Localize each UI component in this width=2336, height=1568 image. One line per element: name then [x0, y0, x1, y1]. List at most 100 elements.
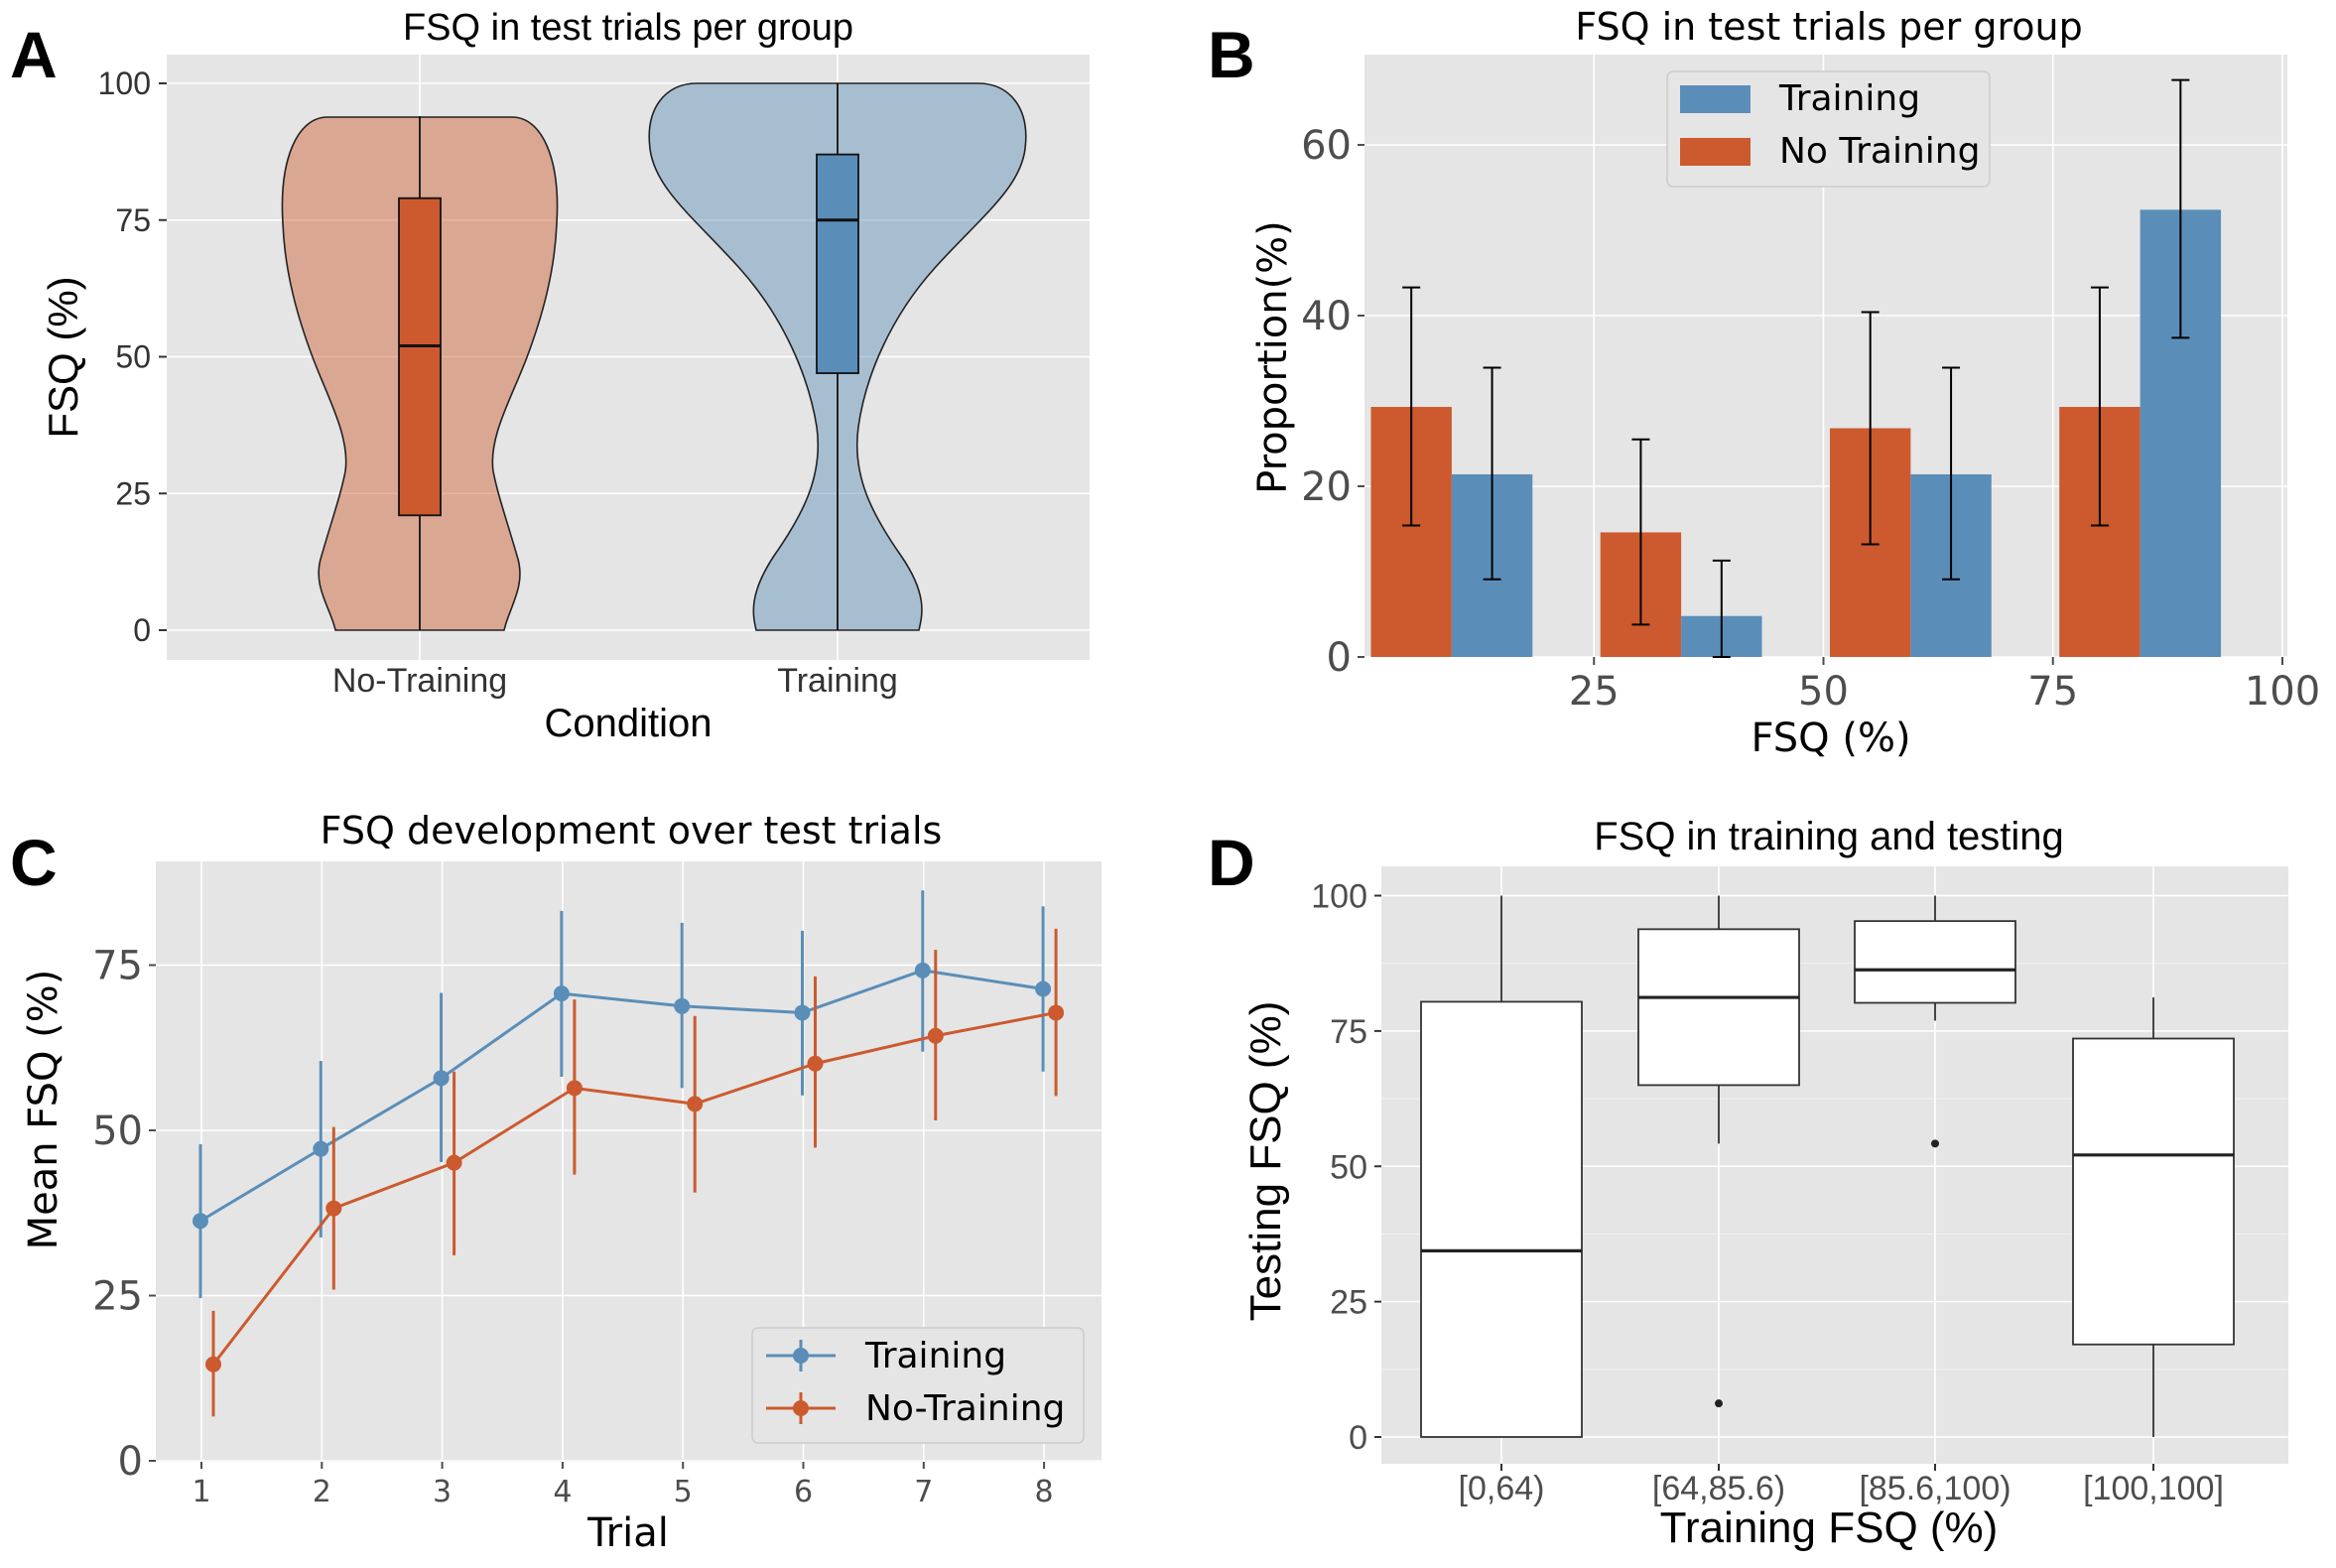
y-tick-label: 0: [1327, 635, 1352, 681]
y-tick-label: 0: [1349, 1419, 1367, 1457]
x-tick-label: 7: [914, 1475, 933, 1509]
y-tick-label: 25: [92, 1274, 143, 1320]
y-tick-label: 50: [115, 339, 151, 375]
chart-d-ylabel: Testing FSQ (%): [1241, 1001, 1290, 1322]
x-tick-label: 75: [2027, 669, 2078, 715]
x-tick-label: 50: [1798, 669, 1849, 715]
data-point: [687, 1096, 704, 1112]
y-tick-label: 0: [133, 612, 151, 648]
chart-a-boxes: [398, 83, 859, 630]
x-tick-label: 2: [313, 1475, 331, 1509]
data-point: [433, 1070, 450, 1087]
y-tick-label: 50: [92, 1109, 143, 1154]
chart-a-category-label: No-Training: [332, 662, 507, 700]
chart-c-legend: Training No-Training: [751, 1327, 1085, 1444]
chart-d-boxes: [1420, 895, 2235, 1438]
legend-swatch-no-training: [1680, 138, 1751, 166]
panel-d: D FSQ in training and testing 0 25 50 75 100…: [1208, 815, 2288, 1552]
x-tick-label: [0,64): [1459, 1470, 1545, 1507]
y-tick-label: 75: [92, 944, 143, 989]
x-tick-label: 6: [794, 1475, 813, 1509]
chart-b-title: FSQ in test trials per group: [1575, 5, 2082, 49]
legend-marker-no-training: [793, 1400, 809, 1416]
legend-label-training: Training: [1778, 78, 1920, 119]
box-iqr: [2072, 1037, 2235, 1346]
box-iqr: [1420, 1000, 1583, 1438]
series-line: [199, 969, 1044, 1223]
chart-b-xlabel: FSQ (%): [1751, 716, 1910, 761]
data-point: [566, 1080, 583, 1097]
legend-label-training: Training: [864, 1336, 1006, 1376]
data-point: [914, 962, 931, 979]
y-tick-label: 75: [1330, 1013, 1367, 1051]
chart-c-title: FSQ development over test trials: [321, 809, 943, 852]
chart-b-y-ticks: 0 20 40 60: [1301, 123, 1364, 681]
data-point: [794, 1004, 811, 1021]
chart-b-legend: Training No Training: [1666, 70, 1991, 188]
y-tick-label: 25: [115, 475, 151, 511]
box-iqr: [1854, 920, 2016, 1004]
y-tick-label: 25: [1330, 1284, 1367, 1322]
outlier-point: [1931, 1139, 1939, 1148]
x-tick-label: 100: [2245, 669, 2320, 715]
data-point: [205, 1356, 221, 1372]
box-iqr: [1637, 928, 1800, 1087]
data-point: [927, 1027, 944, 1044]
x-tick-label: 4: [553, 1475, 572, 1509]
data-point: [807, 1055, 824, 1072]
data-point: [1048, 1004, 1065, 1021]
chart-b-ylabel: Proportion(%): [1250, 220, 1296, 494]
x-tick-label: 8: [1035, 1475, 1054, 1509]
chart-a-xlabel: Condition: [544, 702, 712, 745]
panel-letter-b: B: [1208, 18, 1255, 91]
data-point: [193, 1213, 208, 1230]
data-point: [674, 997, 691, 1014]
data-point: [1035, 980, 1052, 997]
panel-letter-c: C: [10, 826, 58, 899]
data-point: [313, 1140, 329, 1157]
data-point: [553, 985, 570, 1002]
series-line: [211, 1010, 1057, 1366]
chart-a-category-label: Training: [777, 662, 898, 700]
y-tick-label: 100: [1311, 878, 1367, 916]
chart-c-ylabel: Mean FSQ (%): [21, 970, 66, 1250]
panel-a: A FSQ in test trials per group 0 25 50 75 10…: [10, 7, 1090, 745]
box-iqr: [398, 196, 442, 517]
legend-marker-training: [793, 1348, 809, 1364]
panel-c: C FSQ development over test trials 02550…: [10, 809, 1102, 1556]
data-point: [446, 1154, 462, 1171]
chart-c-y-ticks: 0 25 50 75: [92, 944, 156, 1485]
legend-label-no-training: No Training: [1779, 131, 1980, 172]
y-tick-label: 100: [98, 65, 151, 101]
x-tick-label: [100,100]: [2083, 1470, 2224, 1507]
chart-d-y-ticks: 0 25 50 75 100: [1311, 878, 1381, 1457]
x-tick-label: 5: [674, 1475, 693, 1509]
chart-a-title: FSQ in test trials per group: [403, 7, 853, 49]
y-tick-label: 40: [1301, 294, 1352, 339]
y-tick-label: 20: [1301, 464, 1352, 510]
panel-b: B FSQ in test trials per group 0 20 40 60 2…: [1208, 5, 2320, 761]
x-tick-label: 3: [433, 1475, 452, 1509]
chart-c-xlabel: Trial: [586, 1510, 669, 1556]
chart-b-x-ticks: 25 50 75 100: [1569, 657, 2320, 715]
chart-b-error-bars: [1402, 78, 2190, 658]
box-iqr: [816, 153, 859, 374]
data-point: [325, 1200, 342, 1217]
x-tick-label: [64,85.6): [1652, 1470, 1785, 1507]
chart-c-x-ticks: 1 2 3 4 5 6 7 8: [192, 1462, 1054, 1509]
chart-d-x-ticks: [0,64) [64,85.6) [85.6,100) [100,100]: [1459, 1464, 2224, 1507]
x-tick-label: 1: [192, 1475, 210, 1509]
chart-c-series: [193, 890, 1065, 1417]
chart-a-y-ticks: 0 25 50 75 100: [98, 65, 167, 648]
y-tick-label: 75: [115, 202, 151, 238]
outlier-point: [1715, 1399, 1723, 1408]
chart-d-xlabel: Training FSQ (%): [1660, 1503, 1999, 1552]
y-tick-label: 60: [1301, 123, 1352, 169]
legend-label-no-training: No-Training: [865, 1388, 1065, 1429]
panel-letter-d: D: [1208, 826, 1255, 899]
legend-swatch-training: [1680, 85, 1751, 113]
panel-letter-a: A: [10, 18, 58, 91]
x-tick-label: [85.6,100): [1859, 1470, 2011, 1507]
y-tick-label: 0: [118, 1439, 143, 1485]
